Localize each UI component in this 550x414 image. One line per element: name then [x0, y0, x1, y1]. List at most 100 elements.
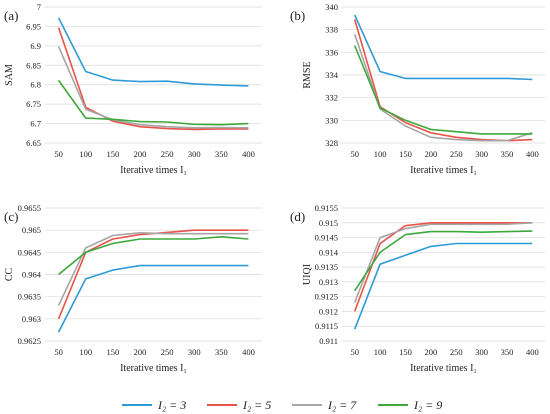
y-tick-label: 6.95 — [26, 21, 41, 31]
x-tick-label: 150 — [106, 149, 119, 159]
y-tick-label: 6.9 — [30, 41, 41, 51]
y-tick-label: 338 — [325, 25, 338, 35]
x-tick-label: 250 — [450, 149, 463, 159]
x-tick-label: 50 — [350, 347, 359, 357]
y-tick-label: 0.9655 — [18, 203, 41, 213]
x-tick-label: 400 — [526, 347, 539, 357]
x-tick-label: 150 — [106, 347, 119, 357]
y-tick-label: 0.9155 — [315, 203, 338, 213]
x-tick-label: 300 — [475, 347, 488, 357]
legend-label: I₂ = 7 — [327, 398, 357, 412]
y-axis-label: CC — [4, 268, 15, 282]
series-line — [353, 14, 533, 81]
x-tick-label: 250 — [161, 149, 174, 159]
series-line — [353, 45, 533, 135]
x-tick-label: 50 — [54, 149, 63, 159]
y-axis-label: UIQI — [302, 264, 313, 285]
y-tick-label: 0.963 — [22, 314, 41, 324]
x-tick-label: 100 — [79, 347, 92, 357]
legend-label: I₂ = 5 — [242, 398, 271, 412]
y-tick-label: 0.9635 — [18, 292, 41, 302]
x-tick-label: 350 — [501, 347, 514, 357]
x-tick-label: 200 — [134, 347, 147, 357]
x-tick-label: 100 — [374, 347, 387, 357]
x-tick-label: 200 — [134, 149, 147, 159]
x-tick-label: 100 — [79, 149, 92, 159]
series-line — [57, 232, 249, 306]
series-line — [57, 27, 249, 131]
legend-entry: I₂ = 9 — [378, 398, 442, 412]
y-tick-label: 0.913 — [319, 277, 338, 287]
y-tick-label: 0.912 — [319, 306, 338, 316]
series-line — [354, 230, 533, 292]
y-tick-label: 6.7 — [30, 119, 41, 129]
x-tick-label: 400 — [242, 149, 255, 159]
panel-label: (a) — [4, 8, 18, 23]
series-line — [57, 46, 249, 129]
panel-label: (d) — [290, 209, 305, 224]
y-tick-label: 7 — [37, 2, 41, 12]
y-axis-label: RMSE — [302, 61, 313, 88]
x-tick-label: 100 — [374, 149, 387, 159]
x-axis-label: Iterative times I₁ — [410, 363, 477, 374]
y-tick-label: 0.964 — [22, 270, 42, 280]
y-tick-label: 6.8 — [30, 80, 41, 90]
legend: I₂ = 3 I₂ = 5 I₂ = 7 I₂ = 9 — [122, 398, 442, 412]
series-line — [353, 19, 533, 142]
series-line — [58, 236, 249, 276]
x-tick-label: 300 — [188, 149, 201, 159]
x-tick-label: 350 — [215, 149, 228, 159]
legend-entry: I₂ = 5 — [207, 398, 271, 412]
y-tick-label: 332 — [325, 93, 338, 103]
y-tick-label: 0.9115 — [315, 321, 338, 331]
y-tick-label: 0.9625 — [18, 336, 41, 346]
x-tick-label: 200 — [424, 347, 437, 357]
y-tick-label: 6.65 — [26, 138, 41, 148]
x-axis-label: Iterative times I₁ — [410, 165, 477, 176]
chart-panel: 0.9625 0.963 0.9635 0.964 0.9645 0.965 0.9655 5… — [4, 203, 262, 374]
legend-entry: I₂ = 3 — [122, 398, 186, 412]
legend-label: I₂ = 3 — [157, 398, 186, 412]
series-line — [57, 264, 249, 333]
chart-panel: 0.911 0.9115 0.912 0.9125 0.913 0.9135 0.914 0.… — [290, 203, 545, 374]
x-tick-label: 50 — [350, 149, 359, 159]
y-tick-label: 0.9145 — [315, 233, 338, 243]
y-tick-label: 340 — [325, 2, 338, 12]
x-tick-label: 150 — [399, 149, 412, 159]
x-tick-label: 200 — [424, 149, 437, 159]
x-tick-label: 250 — [161, 347, 174, 357]
series-line — [57, 79, 249, 126]
y-tick-label: 0.965 — [22, 225, 41, 235]
x-tick-label: 150 — [399, 347, 412, 357]
series-line — [353, 222, 533, 303]
y-tick-label: 334 — [325, 70, 339, 80]
x-tick-label: 400 — [526, 149, 539, 159]
panel-label: (c) — [4, 209, 18, 224]
panel-label: (b) — [290, 8, 305, 23]
legend-label: I₂ = 9 — [413, 398, 442, 412]
chart-panels: 6.65 6.7 6.75 6.8 6.85 6.9 6.95 7 50 100 150 200 250… — [4, 2, 545, 374]
x-axis-label: Iterative times I₁ — [120, 165, 187, 176]
legend-entry: I₂ = 7 — [292, 398, 357, 412]
y-tick-label: 336 — [325, 47, 338, 57]
y-tick-label: 6.85 — [26, 60, 41, 70]
x-tick-label: 350 — [501, 149, 514, 159]
chart-panel: 328 330 332 334 336 338 340 50 100 150 200 250 300 35… — [290, 2, 545, 176]
y-tick-label: 0.9135 — [315, 262, 338, 272]
chart-panel: 6.65 6.7 6.75 6.8 6.85 6.9 6.95 7 50 100 150 200 250… — [4, 2, 262, 176]
series-line — [353, 222, 533, 312]
x-tick-label: 350 — [215, 347, 228, 357]
y-tick-label: 328 — [325, 138, 338, 148]
y-tick-label: 0.915 — [319, 218, 338, 228]
x-tick-label: 50 — [54, 347, 63, 357]
x-tick-label: 300 — [188, 347, 201, 357]
y-tick-label: 0.914 — [319, 247, 339, 257]
y-tick-label: 6.75 — [26, 99, 41, 109]
y-axis-label: SAM — [4, 64, 15, 86]
series-line — [353, 33, 533, 142]
y-tick-label: 0.9645 — [18, 247, 41, 257]
series-line — [353, 242, 533, 330]
y-tick-label: 330 — [325, 115, 338, 125]
y-tick-label: 0.911 — [319, 336, 338, 346]
